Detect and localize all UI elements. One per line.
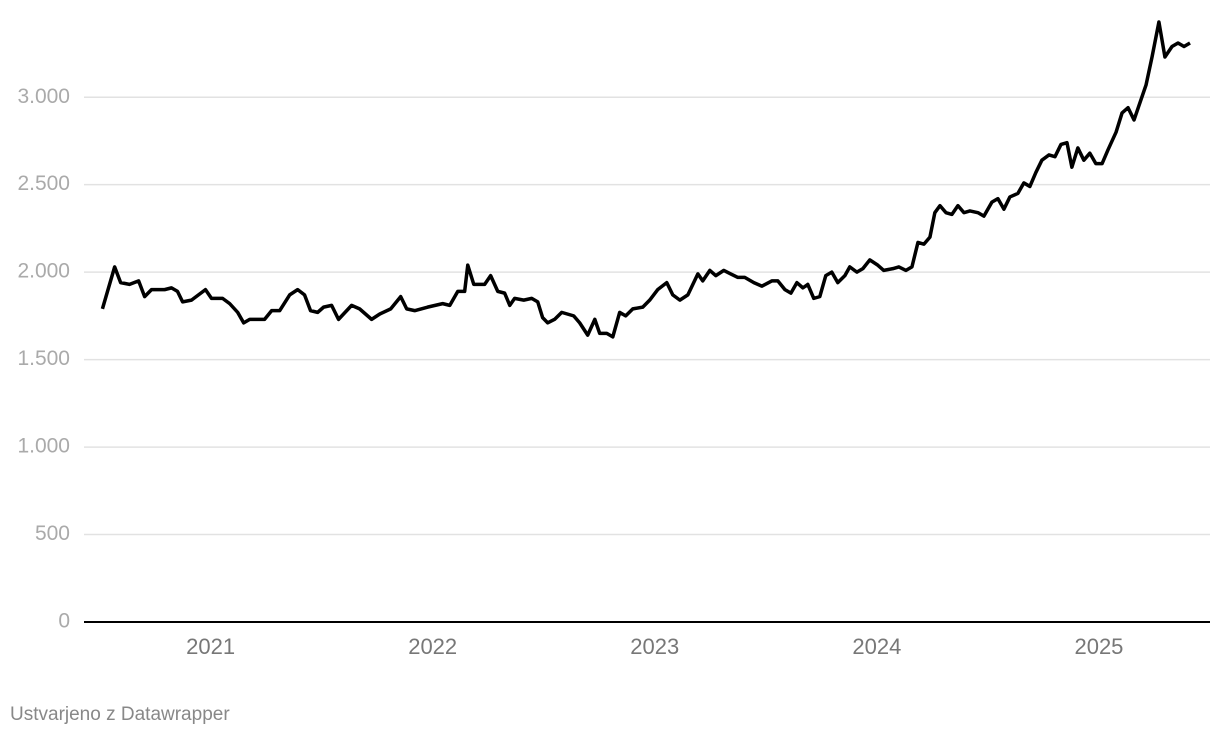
- x-tick-label: 2023: [630, 634, 679, 659]
- line: [100, 20, 1191, 339]
- x-tick-label: 2025: [1074, 634, 1123, 659]
- footer: Ustvarjeno z Datawrapper: [10, 704, 230, 725]
- x-tick-label: 2022: [408, 634, 457, 659]
- y-tick-label: 500: [35, 522, 70, 545]
- y-tick-label: 2.000: [17, 260, 70, 283]
- x-tick-label: 2021: [186, 634, 235, 659]
- y-tick-label: 2.500: [17, 172, 70, 195]
- x-tick-label: 2024: [852, 634, 901, 659]
- y-tick-label: 1.500: [17, 347, 70, 370]
- y-tick-label: 1.000: [17, 435, 70, 458]
- y-tick-label: 0: [58, 610, 70, 633]
- y-tick-label: 3.000: [17, 85, 70, 108]
